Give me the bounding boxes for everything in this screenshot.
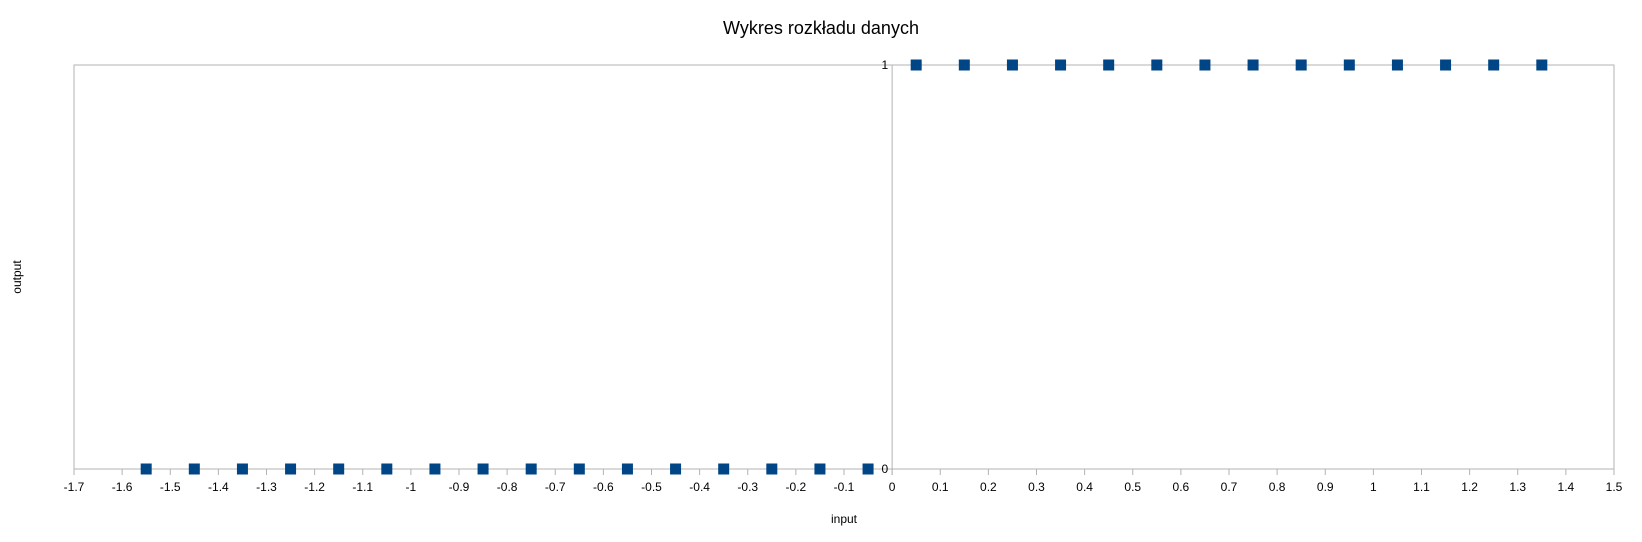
x-axis: -1.7 -1.6 -1.5 -1.4 -1.3 -1.2 -1.1 -1 -0.9 -0.8 -0…	[64, 469, 1623, 494]
data-point	[862, 463, 874, 475]
data-point	[958, 59, 970, 71]
data-point	[381, 463, 393, 475]
x-tick-label: 1.1	[1413, 480, 1430, 494]
x-tick-label: -0.5	[641, 480, 662, 494]
y-axis: 01	[881, 58, 893, 476]
data-point	[1151, 59, 1163, 71]
data-point	[1536, 59, 1548, 71]
x-tick-label: 0.5	[1124, 480, 1141, 494]
x-tick-label: -1.6	[112, 480, 133, 494]
data-point	[1440, 59, 1452, 71]
data-point	[1343, 59, 1355, 71]
y-tick-label: 1	[881, 58, 888, 72]
data-point	[814, 463, 826, 475]
data-point	[188, 463, 200, 475]
x-tick-label: 0.9	[1317, 480, 1334, 494]
data-point	[1488, 59, 1500, 71]
data-point	[718, 463, 730, 475]
chart-title: Wykres rozkładu danych	[723, 18, 919, 38]
data-point	[525, 463, 537, 475]
x-axis-label: input	[831, 512, 858, 526]
x-tick-label: 1.5	[1606, 480, 1623, 494]
x-tick-label: -0.6	[593, 480, 614, 494]
data-point	[429, 463, 441, 475]
x-tick-label: -1.5	[160, 480, 181, 494]
x-tick-label: 0	[889, 480, 896, 494]
plot-area-border	[73, 64, 1615, 470]
x-tick-label: 0.7	[1221, 480, 1238, 494]
data-points	[140, 59, 1548, 475]
data-point	[1247, 59, 1259, 71]
x-tick-label: -1.7	[64, 480, 85, 494]
x-tick-label: -1	[406, 480, 417, 494]
data-point	[285, 463, 297, 475]
x-tick-label: 0.4	[1076, 480, 1093, 494]
x-tick-label: 1.2	[1461, 480, 1478, 494]
data-point	[333, 463, 345, 475]
x-tick-label: -0.2	[786, 480, 807, 494]
x-tick-label: 1	[1370, 480, 1377, 494]
x-tick-label: -0.8	[497, 480, 518, 494]
x-tick-label: -0.4	[689, 480, 710, 494]
y-tick-label: 0	[881, 462, 888, 476]
data-point	[670, 463, 682, 475]
data-point	[1295, 59, 1307, 71]
data-point	[477, 463, 489, 475]
x-tick-label: -1.4	[208, 480, 229, 494]
data-point	[1199, 59, 1211, 71]
data-point	[621, 463, 633, 475]
data-point	[573, 463, 585, 475]
x-tick-label: -0.1	[834, 480, 855, 494]
x-tick-label: -0.9	[449, 480, 470, 494]
data-point	[910, 59, 922, 71]
y-axis-label: output	[10, 260, 24, 294]
x-tick-label: 0.6	[1173, 480, 1190, 494]
x-tick-label: 1.3	[1509, 480, 1526, 494]
x-tick-label: 0.1	[932, 480, 949, 494]
x-tick-label: 1.4	[1558, 480, 1575, 494]
x-tick-label: -1.3	[256, 480, 277, 494]
x-tick-label: -0.7	[545, 480, 566, 494]
data-point	[1055, 59, 1067, 71]
x-tick-label: 0.8	[1269, 480, 1286, 494]
data-point	[140, 463, 152, 475]
data-point	[1391, 59, 1403, 71]
x-tick-label: 0.2	[980, 480, 997, 494]
x-tick-label: -1.1	[352, 480, 373, 494]
data-point	[1103, 59, 1115, 71]
x-tick-label: -1.2	[304, 480, 325, 494]
x-tick-label: -0.3	[737, 480, 758, 494]
x-tick-label: 0.3	[1028, 480, 1045, 494]
data-point	[1006, 59, 1018, 71]
data-point	[766, 463, 778, 475]
data-point	[236, 463, 248, 475]
